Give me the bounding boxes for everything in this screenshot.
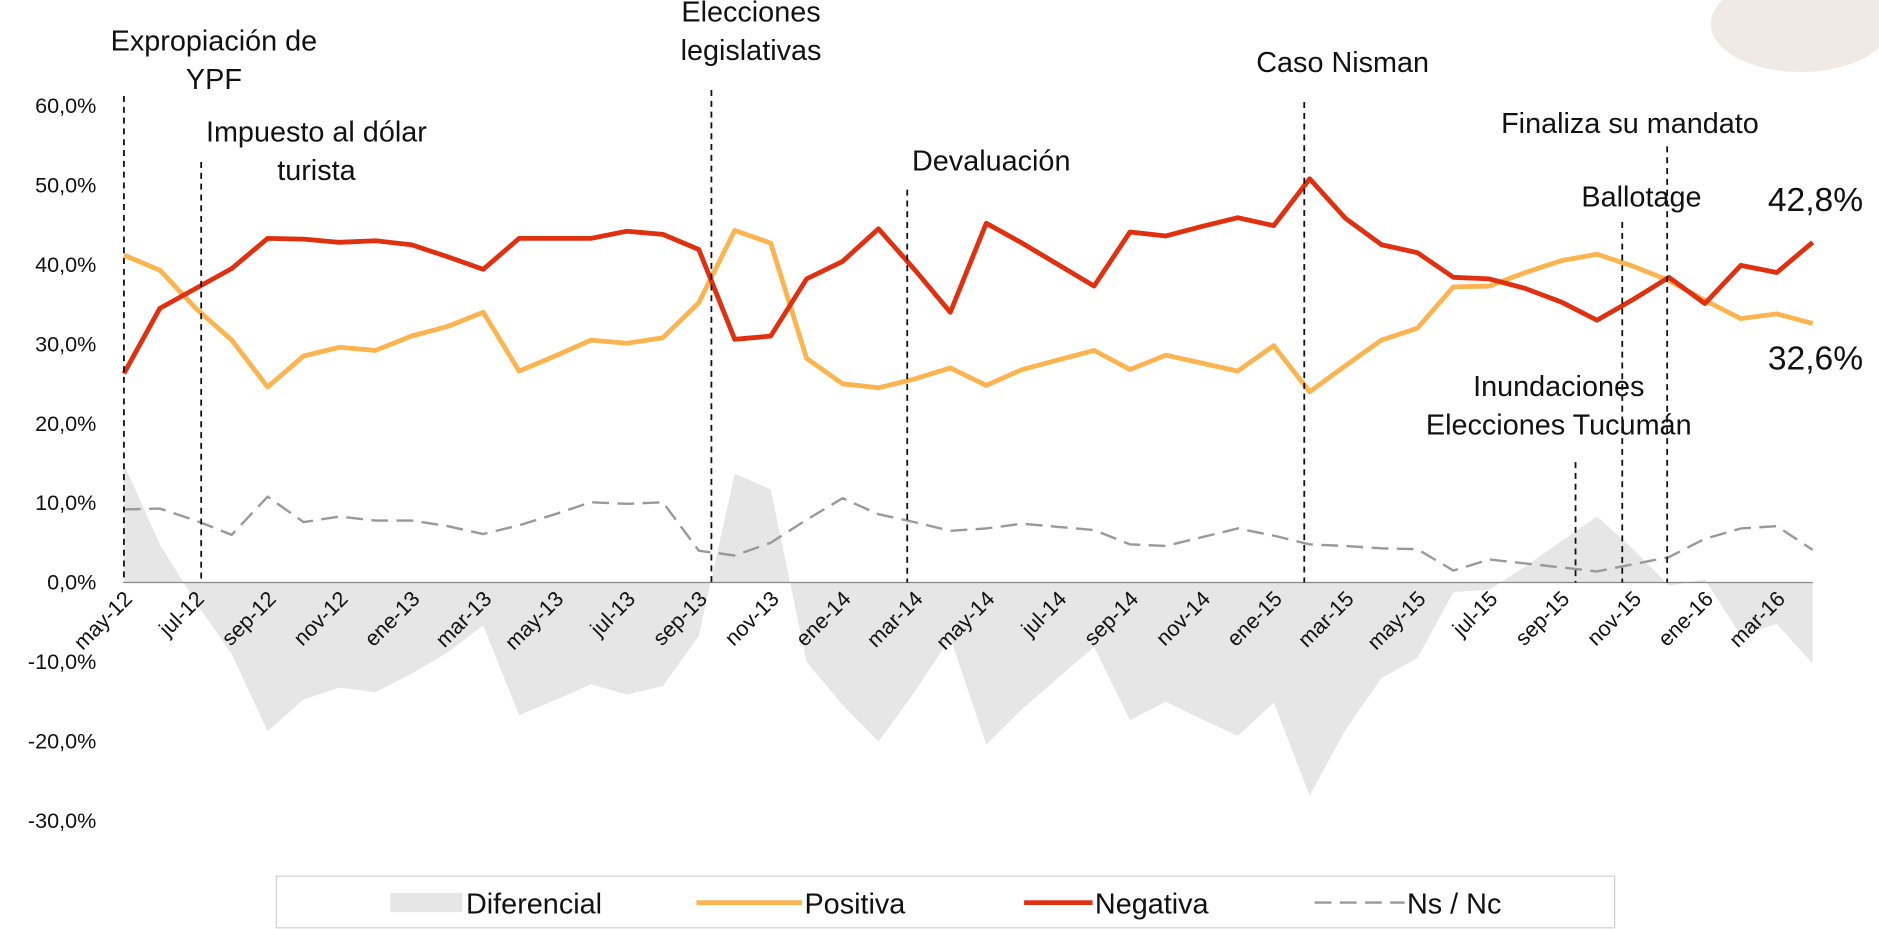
x-tick-label: may-12	[68, 586, 137, 655]
y-tick-label: -10,0%	[28, 649, 96, 674]
x-tick-label: sep-15	[1510, 586, 1574, 650]
x-tick-label: jul-15	[1447, 586, 1503, 642]
event-label: Expropiación de	[111, 25, 318, 57]
value-label: 42,8%	[1768, 182, 1863, 219]
event-label: Impuesto al dólar	[206, 117, 427, 149]
area-diferencial	[123, 464, 1813, 796]
legend-swatch	[390, 892, 463, 913]
y-tick-label: 20,0%	[35, 411, 96, 436]
series-line	[121, 176, 1815, 375]
legend-label: Diferencial	[466, 888, 602, 920]
x-tick-label: nov-13	[719, 586, 783, 650]
x-tick-label: nov-15	[1582, 586, 1646, 650]
y-tick-label: 10,0%	[35, 490, 96, 515]
event-label: Devaluación	[912, 145, 1070, 177]
series-line	[123, 495, 1814, 573]
value-label: 32,6%	[1768, 341, 1863, 378]
corner-photo	[1710, 0, 1879, 73]
y-tick-label: -30,0%	[28, 808, 96, 833]
event-label: Ballotage	[1581, 181, 1701, 213]
y-tick-label: 0,0%	[47, 570, 96, 595]
legend-label: Negativa	[1095, 888, 1210, 920]
event-label: Elecciones	[681, 0, 820, 29]
event-label: Finaliza su mandato	[1501, 108, 1759, 140]
y-tick-label: 40,0%	[35, 252, 96, 277]
y-tick-label: 50,0%	[35, 172, 96, 197]
x-tick-label: ene-16	[1653, 586, 1718, 651]
event-label: Inundaciones	[1473, 371, 1644, 403]
y-tick-label: -20,0%	[28, 729, 96, 754]
event-label: Caso Nisman	[1256, 47, 1429, 79]
event-label: turista	[277, 155, 356, 187]
event-label: Elecciones Tucumán	[1426, 409, 1692, 441]
legend-label: Positiva	[804, 888, 906, 920]
y-tick-label: 30,0%	[35, 331, 96, 356]
event-label: YPF	[186, 64, 242, 96]
event-label: legislativas	[681, 35, 822, 67]
series-line	[122, 228, 1814, 395]
legend-label: Ns / Nc	[1407, 888, 1501, 920]
y-tick-label: 60,0%	[35, 93, 96, 118]
